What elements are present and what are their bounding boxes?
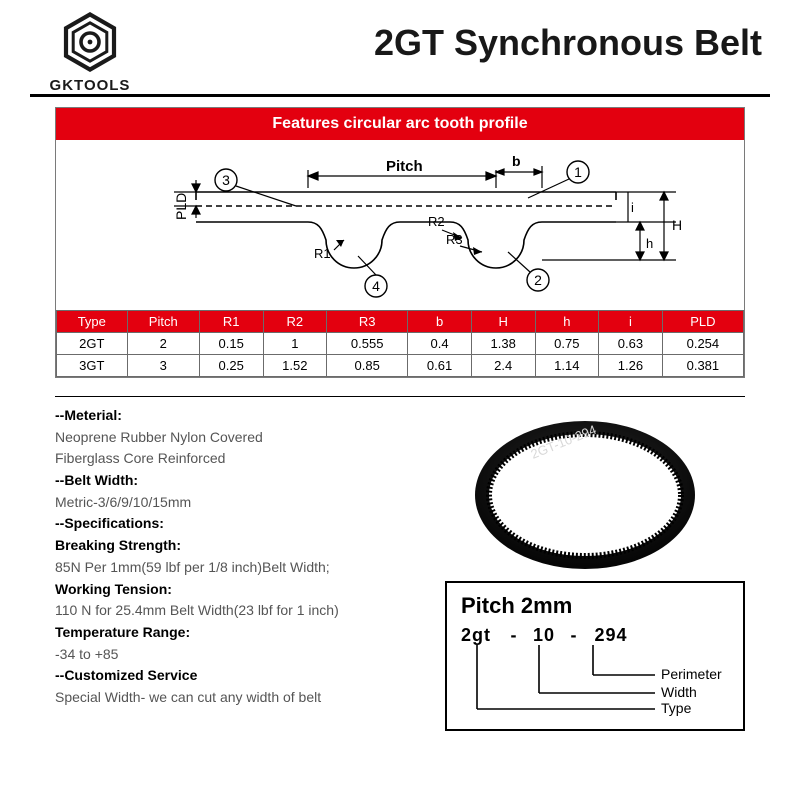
meterial-line1: Neoprene Rubber Nylon Covered bbox=[55, 427, 433, 449]
temp-text: -34 to +85 bbox=[55, 644, 433, 666]
pitch-title: Pitch 2mm bbox=[461, 593, 729, 619]
legend-width: Width bbox=[661, 684, 697, 700]
right-column: 2GT-10-294 Pitch 2mm 2gt - 10 - 294 bbox=[445, 405, 745, 731]
logo-block: GKTOOLS bbox=[30, 12, 150, 94]
feature-header: Features circular arc tooth profile bbox=[56, 108, 744, 140]
table-header-row: Type Pitch R1 R2 R3 b H h i PLD bbox=[57, 311, 744, 333]
legend-perimeter: Perimeter bbox=[661, 666, 722, 682]
custom-heading: --Customized Service bbox=[55, 665, 433, 687]
col-i: i bbox=[599, 311, 663, 333]
diagram-label-i: i bbox=[631, 200, 634, 215]
diagram-callout-4: 4 bbox=[372, 278, 380, 294]
code-perimeter: 294 bbox=[589, 625, 633, 646]
meterial-line2: Fiberglass Core Reinforced bbox=[55, 448, 433, 470]
diagram-label-h: h bbox=[646, 236, 653, 251]
col-r3: R3 bbox=[327, 311, 408, 333]
col-b: b bbox=[408, 311, 472, 333]
temp-heading: Temperature Range: bbox=[55, 622, 433, 644]
diagram-label-r3: R3 bbox=[446, 232, 463, 247]
legend-type: Type bbox=[661, 700, 692, 716]
table-row: 2GT20.1510.5550.41.380.750.630.254 bbox=[57, 333, 744, 355]
diagram-callout-1: 1 bbox=[574, 164, 582, 180]
table-row: 3GT30.251.520.850.612.41.141.260.381 bbox=[57, 355, 744, 377]
pitch-box: Pitch 2mm 2gt - 10 - 294 Perimeter Widt bbox=[445, 581, 745, 731]
break-heading: Breaking Strength: bbox=[55, 535, 433, 557]
code-line: 2gt - 10 - 294 bbox=[461, 625, 729, 646]
col-H: H bbox=[471, 311, 535, 333]
diagram-callout-2: 2 bbox=[534, 272, 542, 288]
code-width: 10 bbox=[529, 625, 559, 646]
page-title: 2GT Synchronous Belt bbox=[150, 12, 770, 64]
spec-heading: --Specifications: bbox=[55, 513, 433, 535]
info-column: --Meterial: Neoprene Rubber Nylon Covere… bbox=[55, 405, 433, 731]
col-pitch: Pitch bbox=[127, 311, 199, 333]
diagram-label-r1: R1 bbox=[314, 246, 331, 261]
col-pld: PLD bbox=[662, 311, 743, 333]
brand-name: GKTOOLS bbox=[30, 77, 150, 94]
break-text: 85N Per 1mm(59 lbf per 1/8 inch)Belt Wid… bbox=[55, 557, 433, 579]
diagram-label-pitch: Pitch bbox=[386, 158, 423, 175]
spec-table: Type Pitch R1 R2 R3 b H h i PLD 2GT20.15… bbox=[56, 310, 744, 377]
tooth-profile-diagram: Pitch b 3 1 2 4 bbox=[56, 140, 744, 310]
code-guide-lines: Perimeter Width Type bbox=[457, 645, 737, 730]
code-type: 2gt bbox=[461, 625, 499, 646]
belt-ring-icon: 2GT-10-294 bbox=[455, 405, 715, 585]
tension-text: 110 N for 25.4mm Belt Width(23 lbf for 1… bbox=[55, 600, 433, 622]
diagram-callout-3: 3 bbox=[222, 172, 230, 188]
meterial-heading: --Meterial: bbox=[55, 405, 433, 427]
col-r1: R1 bbox=[199, 311, 263, 333]
diagram-label-b: b bbox=[512, 153, 521, 169]
bottom-section: --Meterial: Neoprene Rubber Nylon Covere… bbox=[55, 396, 745, 731]
diagram-label-r2: R2 bbox=[428, 214, 445, 229]
gktools-logo-icon bbox=[60, 12, 120, 72]
feature-box: Features circular arc tooth profile bbox=[55, 107, 745, 378]
diagram-label-H: H bbox=[672, 217, 682, 233]
custom-text: Special Width- we can cut any width of b… bbox=[55, 687, 433, 709]
col-r2: R2 bbox=[263, 311, 327, 333]
col-h: h bbox=[535, 311, 599, 333]
beltwidth-text: Metric-3/6/9/10/15mm bbox=[55, 492, 433, 514]
tension-heading: Working Tension: bbox=[55, 579, 433, 601]
beltwidth-heading: --Belt Width: bbox=[55, 470, 433, 492]
header: GKTOOLS 2GT Synchronous Belt bbox=[30, 0, 770, 97]
col-type: Type bbox=[57, 311, 128, 333]
